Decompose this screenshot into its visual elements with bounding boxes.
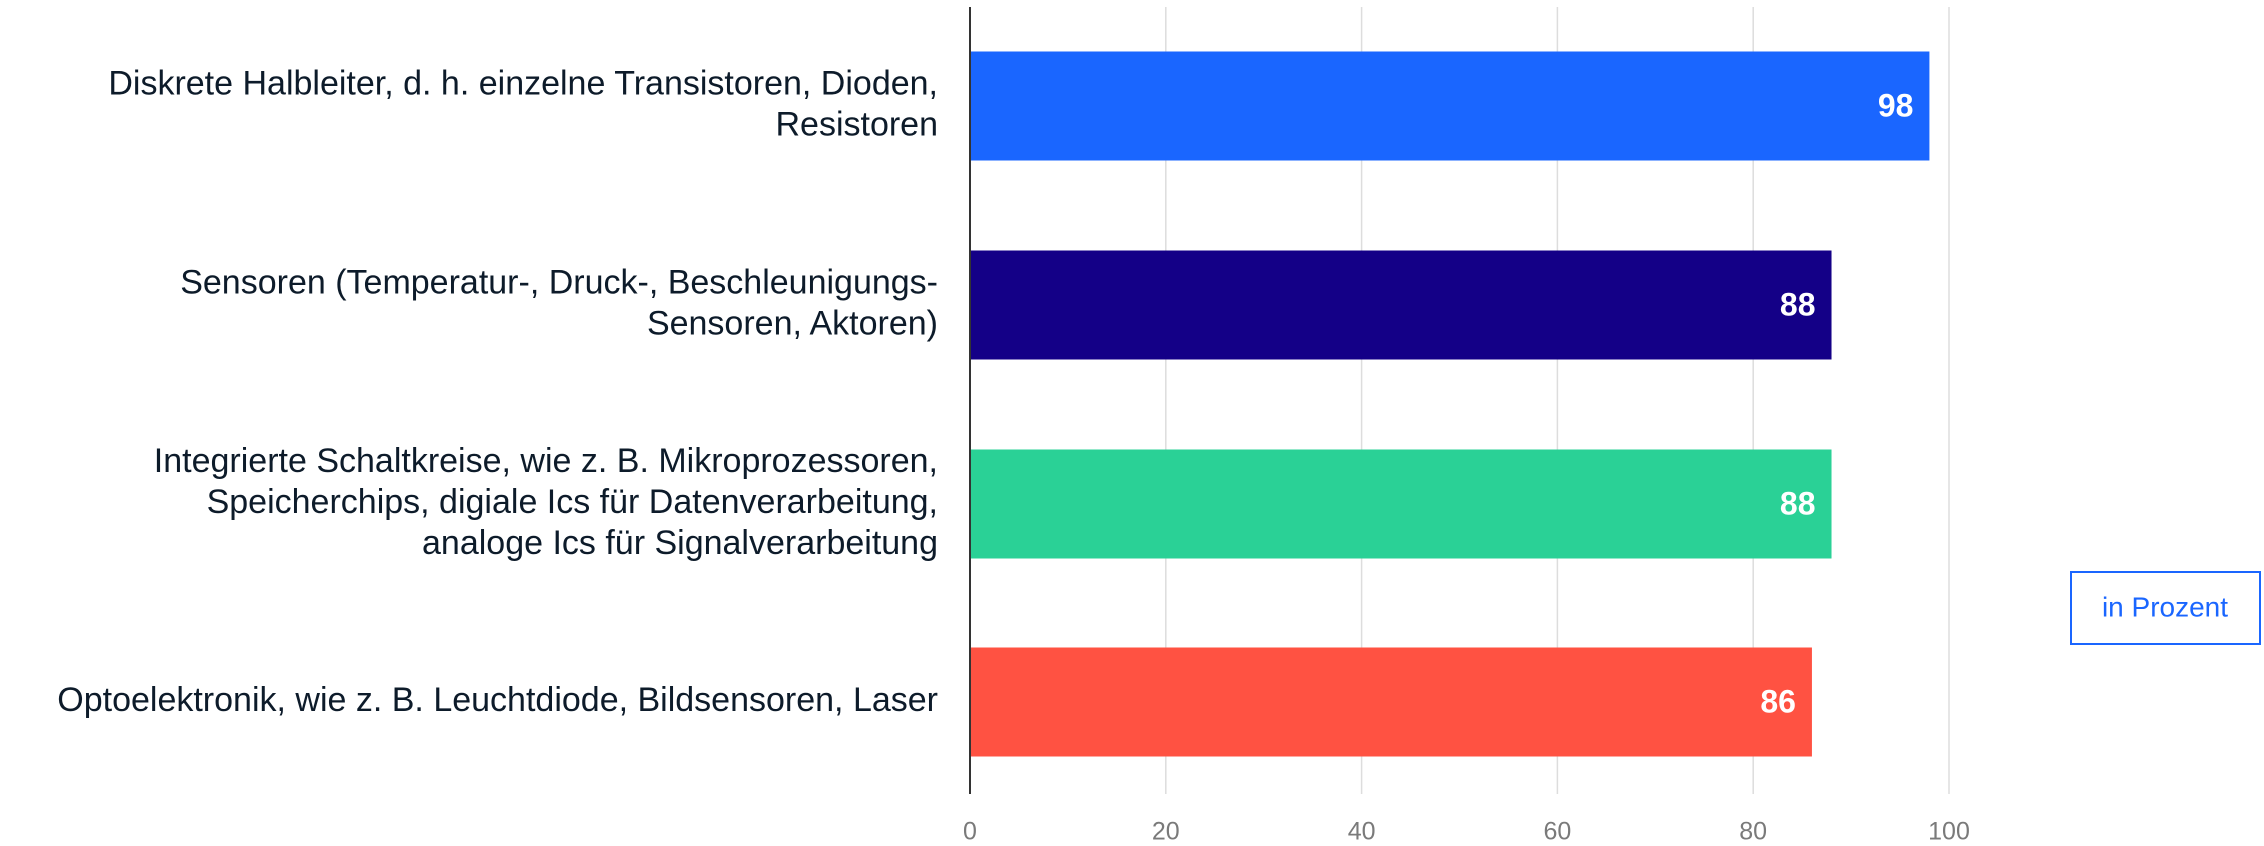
category-label: Sensoren (Temperatur-, Druck-, Beschleun… [180, 263, 938, 342]
value-label: 86 [1760, 683, 1796, 719]
category-label: Diskrete Halbleiter, d. h. einzelne Tran… [108, 64, 938, 143]
x-tick-label: 40 [1348, 818, 1376, 846]
category-label: Integrierte Schaltkreise, wie z. B. Mikr… [154, 442, 938, 562]
bar [970, 647, 1812, 757]
unit-box [2070, 571, 2261, 645]
value-label: 88 [1780, 286, 1816, 322]
x-tick-label: 80 [1739, 818, 1767, 846]
bar [970, 51, 1930, 161]
x-tick-label: 0 [963, 818, 977, 846]
x-tick-label: 100 [1928, 818, 1970, 846]
bar [970, 449, 1832, 559]
x-tick-label: 60 [1543, 818, 1571, 846]
value-label: 88 [1780, 485, 1816, 521]
category-label: Optoelektronik, wie z. B. Leuchtdiode, B… [57, 681, 938, 719]
value-label: 98 [1878, 87, 1914, 123]
x-tick-label: 20 [1152, 818, 1180, 846]
bar [970, 250, 1832, 360]
unit-label: in Prozent [2102, 591, 2228, 622]
